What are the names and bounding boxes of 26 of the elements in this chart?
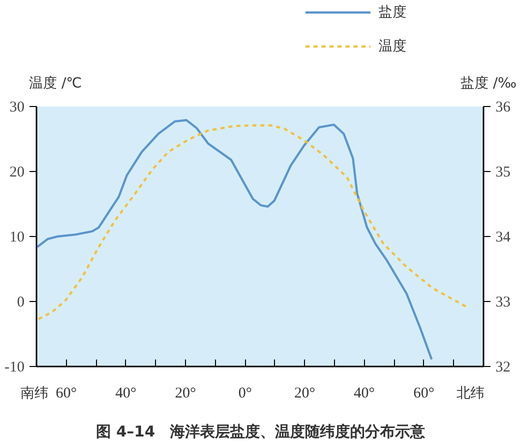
text: 图 4–14 海洋表层盐度、温度随纬度的分布示意 (96, 422, 426, 440)
y-tick-label: 30 (10, 100, 24, 116)
y2-axis-title: 盐度 /‰ (460, 76, 517, 92)
x-tick-label: 20° (175, 386, 196, 402)
x-tick-label: 40° (354, 386, 375, 402)
y-tick-label: 0 (17, 294, 24, 310)
text: 南纬 (20, 386, 48, 402)
x-tick-label: 60° (56, 386, 77, 402)
line-series (37, 124, 468, 320)
y-tick-label: -10 (4, 360, 25, 376)
y-tick-label: 10 (10, 230, 24, 246)
legend-label: 温度 (378, 38, 406, 54)
x-tick-label: 0° (238, 386, 252, 402)
y-axis-title: 温度 /℃ (29, 76, 82, 92)
y2-tick-label: 34 (496, 230, 511, 246)
y2-tick-label: 35 (496, 164, 510, 180)
x-tick-label: 40° (115, 386, 136, 402)
text: 北纬 (456, 386, 484, 402)
legend-label: 盐度 (378, 4, 406, 20)
x-tick-label: 20° (294, 386, 316, 402)
y2-tick-label: 32 (496, 360, 510, 376)
x-tick-label: 60° (413, 386, 434, 402)
y2-tick-label: 33 (496, 294, 510, 310)
y2-tick-label: 36 (496, 100, 511, 116)
line-series (36, 119, 433, 360)
y-tick-label: 20 (10, 164, 24, 180)
